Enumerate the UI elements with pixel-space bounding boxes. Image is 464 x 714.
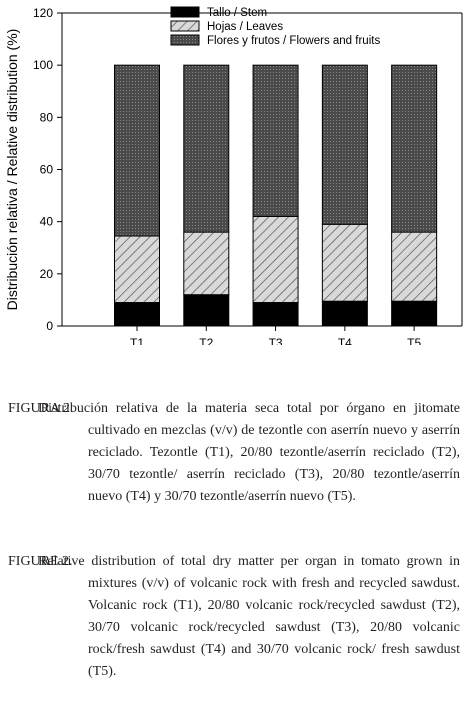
bar-segment-t1-series-3 <box>114 64 160 237</box>
y-tick-label: 100 <box>33 58 53 72</box>
legend-label-3: Flores y frutos / Flowers and fruits <box>207 35 380 47</box>
figure-caption-spanish: FIGURA 2. Distribución relativa de la ma… <box>8 398 460 508</box>
bar-segment-t2-series-2 <box>183 231 230 296</box>
legend-label-1: Tallo / Stem <box>207 7 267 19</box>
legend-label-2: Hojas / Leaves <box>207 21 283 33</box>
bar-segment-t3-series-2 <box>252 215 299 304</box>
x-tick-label-t2: T2 <box>199 336 213 345</box>
bar-segment-t5-series-2 <box>391 231 438 302</box>
legend-swatch-3 <box>170 34 200 46</box>
stacked-bar-chart: 0 20 40 60 80 100 120 T1 T2 T3 T4 T5 Distribución re… <box>0 0 464 345</box>
bar-segment-t1-series-1 <box>114 302 160 327</box>
bar-segment-t2-series-1 <box>183 294 230 327</box>
y-tick-label: 0 <box>46 319 53 333</box>
bar-segment-t1-series-2 <box>114 235 160 304</box>
caption-text-es: Distribución relativa de la materia seca… <box>38 401 460 504</box>
y-tick-label: 20 <box>40 267 54 281</box>
bar-segment-t4-series-2 <box>321 223 368 302</box>
x-tick-label-t3: T3 <box>269 336 283 345</box>
caption-label-en: FIGURE 2. <box>8 554 73 569</box>
x-tick-label-t4: T4 <box>338 336 352 345</box>
figure-caption-english: FIGURE 2. Relative distribution of total… <box>8 551 460 683</box>
y-tick-label: 40 <box>40 215 54 229</box>
chart-canvas: 0 20 40 60 80 100 120 T1 T2 T3 T4 T5 Distribución re… <box>4 6 463 345</box>
legend-swatch-2 <box>170 20 200 32</box>
bar-segment-t2-series-3 <box>183 64 230 233</box>
bar-segment-t3-series-3 <box>252 64 299 217</box>
y-axis-title: Distribución relativa / Relative distrib… <box>4 29 20 311</box>
caption-text-en: Relative distribution of total dry matte… <box>38 554 460 679</box>
caption-label-es: FIGURA 2. <box>8 401 74 416</box>
y-tick-label: 60 <box>40 163 54 177</box>
legend-swatch-1 <box>170 6 200 18</box>
y-tick-label: 80 <box>40 110 54 124</box>
bar-segment-t5-series-3 <box>391 64 438 233</box>
bar-segment-t4-series-3 <box>321 64 368 225</box>
bar-segment-t5-series-1 <box>391 300 438 327</box>
bar-segment-t4-series-1 <box>321 300 368 327</box>
x-tick-label-t5: T5 <box>407 336 421 345</box>
bar-segment-t3-series-1 <box>252 302 299 327</box>
y-tick-label: 120 <box>33 6 53 20</box>
x-tick-label-t1: T1 <box>130 336 144 345</box>
